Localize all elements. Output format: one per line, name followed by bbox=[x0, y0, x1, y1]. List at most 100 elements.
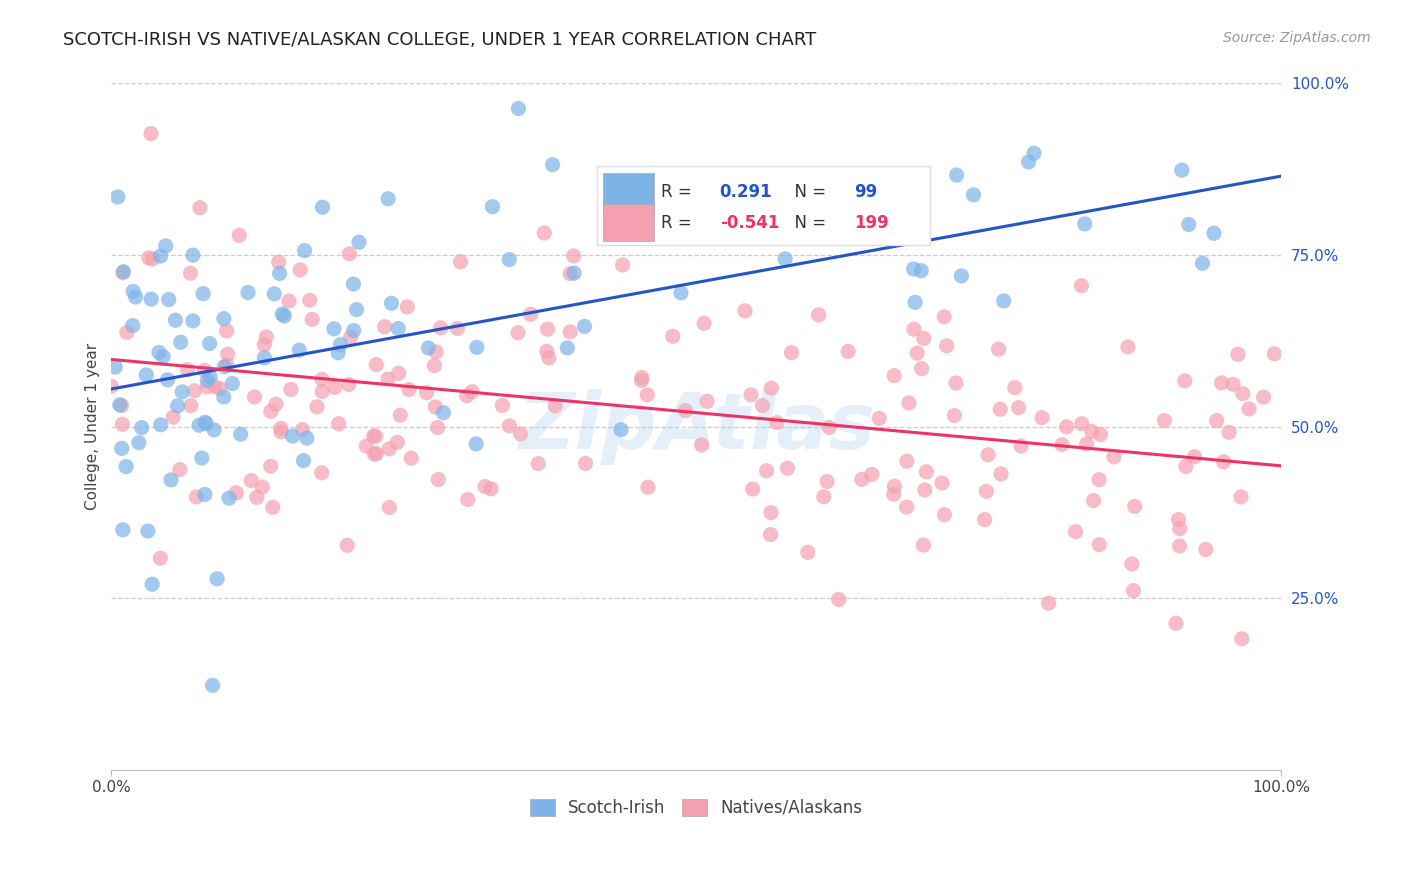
Natives/Alaskans bbox=[339, 330, 361, 344]
Scotch-Irish bbox=[149, 249, 172, 263]
Scotch-Irish bbox=[122, 285, 145, 299]
Natives/Alaskans bbox=[1081, 425, 1104, 439]
Natives/Alaskans bbox=[1102, 450, 1125, 464]
Natives/Alaskans bbox=[1064, 524, 1087, 539]
Natives/Alaskans bbox=[636, 388, 658, 402]
Scotch-Irish bbox=[128, 435, 150, 450]
Scotch-Irish bbox=[214, 359, 236, 374]
Natives/Alaskans bbox=[204, 379, 226, 393]
Natives/Alaskans bbox=[1090, 427, 1112, 442]
Natives/Alaskans bbox=[1218, 425, 1240, 440]
Natives/Alaskans bbox=[536, 344, 558, 359]
Legend: Scotch-Irish, Natives/Alaskans: Scotch-Irish, Natives/Alaskans bbox=[523, 792, 869, 823]
Natives/Alaskans bbox=[1004, 381, 1026, 395]
Natives/Alaskans bbox=[896, 454, 918, 468]
Natives/Alaskans bbox=[423, 359, 446, 373]
Natives/Alaskans bbox=[630, 374, 652, 388]
Natives/Alaskans bbox=[270, 421, 292, 435]
Natives/Alaskans bbox=[1083, 493, 1105, 508]
Natives/Alaskans bbox=[208, 382, 231, 396]
Natives/Alaskans bbox=[474, 479, 496, 493]
Natives/Alaskans bbox=[536, 322, 558, 336]
Scotch-Irish bbox=[329, 337, 352, 351]
Natives/Alaskans bbox=[807, 308, 830, 322]
Natives/Alaskans bbox=[387, 435, 409, 450]
FancyBboxPatch shape bbox=[596, 166, 931, 244]
Scotch-Irish bbox=[157, 293, 180, 307]
Scotch-Irish bbox=[271, 307, 294, 321]
Natives/Alaskans bbox=[1088, 473, 1111, 487]
Scotch-Irish bbox=[170, 335, 193, 350]
Scotch-Irish bbox=[1202, 227, 1225, 241]
Natives/Alaskans bbox=[1123, 500, 1146, 514]
Natives/Alaskans bbox=[180, 399, 202, 413]
Natives/Alaskans bbox=[759, 506, 782, 520]
Scotch-Irish bbox=[323, 322, 346, 336]
Natives/Alaskans bbox=[1164, 616, 1187, 631]
Natives/Alaskans bbox=[270, 425, 292, 439]
Text: N =: N = bbox=[785, 214, 831, 232]
Natives/Alaskans bbox=[1174, 459, 1197, 474]
Natives/Alaskans bbox=[1031, 410, 1053, 425]
Natives/Alaskans bbox=[399, 451, 422, 466]
Scotch-Irish bbox=[610, 423, 633, 437]
Natives/Alaskans bbox=[186, 490, 208, 504]
Natives/Alaskans bbox=[194, 363, 217, 377]
Natives/Alaskans bbox=[457, 492, 479, 507]
Natives/Alaskans bbox=[766, 416, 789, 430]
Natives/Alaskans bbox=[935, 339, 957, 353]
Scotch-Irish bbox=[205, 572, 228, 586]
Scotch-Irish bbox=[136, 524, 159, 538]
Y-axis label: College, Under 1 year: College, Under 1 year bbox=[86, 343, 100, 510]
Natives/Alaskans bbox=[560, 325, 582, 339]
Natives/Alaskans bbox=[111, 266, 134, 280]
Scotch-Irish bbox=[202, 423, 225, 437]
Natives/Alaskans bbox=[328, 417, 350, 431]
Natives/Alaskans bbox=[637, 480, 659, 494]
Scotch-Irish bbox=[194, 417, 217, 431]
Natives/Alaskans bbox=[1121, 557, 1143, 571]
Natives/Alaskans bbox=[1056, 420, 1078, 434]
Natives/Alaskans bbox=[976, 484, 998, 499]
Natives/Alaskans bbox=[1211, 376, 1233, 390]
Natives/Alaskans bbox=[280, 383, 302, 397]
Natives/Alaskans bbox=[828, 592, 851, 607]
Scotch-Irish bbox=[156, 373, 179, 387]
Natives/Alaskans bbox=[323, 380, 346, 394]
Scotch-Irish bbox=[292, 453, 315, 467]
Natives/Alaskans bbox=[1168, 539, 1191, 553]
Natives/Alaskans bbox=[544, 399, 567, 413]
Natives/Alaskans bbox=[262, 500, 284, 515]
Scotch-Irish bbox=[141, 577, 163, 591]
Scotch-Irish bbox=[141, 292, 163, 306]
Natives/Alaskans bbox=[813, 490, 835, 504]
Natives/Alaskans bbox=[267, 255, 290, 269]
Natives/Alaskans bbox=[278, 294, 301, 309]
Natives/Alaskans bbox=[761, 381, 783, 395]
Scotch-Irish bbox=[950, 268, 973, 283]
Text: -0.541: -0.541 bbox=[720, 214, 779, 232]
Scotch-Irish bbox=[198, 336, 221, 351]
Natives/Alaskans bbox=[149, 551, 172, 566]
Natives/Alaskans bbox=[215, 324, 238, 338]
Natives/Alaskans bbox=[912, 538, 935, 552]
Natives/Alaskans bbox=[509, 426, 531, 441]
Natives/Alaskans bbox=[1212, 455, 1234, 469]
Natives/Alaskans bbox=[883, 479, 905, 493]
Natives/Alaskans bbox=[1088, 538, 1111, 552]
Scotch-Irish bbox=[194, 415, 217, 429]
Natives/Alaskans bbox=[755, 464, 778, 478]
Natives/Alaskans bbox=[388, 367, 411, 381]
Scotch-Irish bbox=[124, 290, 146, 304]
Natives/Alaskans bbox=[741, 482, 763, 496]
Natives/Alaskans bbox=[427, 473, 450, 487]
Scotch-Irish bbox=[418, 341, 440, 355]
Natives/Alaskans bbox=[288, 263, 311, 277]
Text: ZipAtlas: ZipAtlas bbox=[517, 389, 875, 465]
Natives/Alaskans bbox=[897, 396, 920, 410]
Natives/Alaskans bbox=[253, 338, 276, 352]
Scotch-Irish bbox=[910, 263, 932, 277]
Natives/Alaskans bbox=[693, 316, 716, 330]
Natives/Alaskans bbox=[883, 487, 905, 501]
Natives/Alaskans bbox=[690, 438, 713, 452]
